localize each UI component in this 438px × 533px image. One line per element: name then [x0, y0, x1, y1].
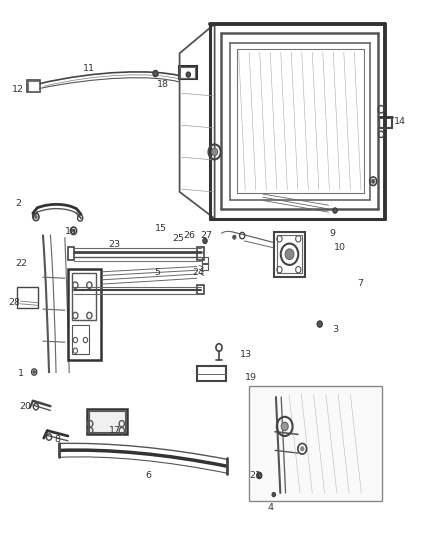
Bar: [27, 80, 40, 92]
Circle shape: [317, 321, 322, 327]
Text: 28: 28: [8, 298, 20, 307]
Bar: [68, 247, 74, 260]
Text: 22: 22: [15, 260, 27, 268]
Bar: [87, 409, 127, 434]
Text: 11: 11: [82, 64, 95, 72]
Bar: [202, 257, 208, 264]
Text: 15: 15: [155, 224, 167, 232]
Bar: [202, 263, 208, 270]
Text: 2: 2: [15, 199, 21, 208]
Circle shape: [281, 422, 288, 431]
Text: 8: 8: [55, 435, 61, 444]
Text: 16: 16: [65, 228, 77, 236]
Circle shape: [212, 148, 218, 156]
Text: 26: 26: [183, 231, 195, 240]
Circle shape: [285, 249, 294, 260]
Text: 21: 21: [249, 471, 261, 480]
Bar: [68, 269, 101, 360]
Text: 5: 5: [155, 269, 161, 277]
Bar: [197, 247, 204, 260]
Bar: [197, 366, 226, 381]
Bar: [249, 386, 382, 501]
Text: 4: 4: [268, 503, 274, 512]
Text: 14: 14: [393, 117, 406, 126]
Circle shape: [35, 215, 37, 219]
Bar: [274, 232, 305, 277]
Circle shape: [300, 447, 304, 451]
Circle shape: [371, 179, 375, 183]
Bar: [180, 67, 195, 78]
Text: 24: 24: [192, 269, 204, 277]
Circle shape: [257, 472, 262, 479]
Circle shape: [186, 72, 191, 77]
Text: 3: 3: [332, 325, 338, 334]
Text: 7: 7: [357, 279, 363, 288]
Circle shape: [72, 229, 75, 232]
Bar: [72, 325, 89, 354]
Text: 6: 6: [145, 471, 151, 480]
Text: 9: 9: [329, 229, 335, 238]
Text: 20: 20: [19, 402, 32, 410]
Bar: [89, 411, 125, 432]
Bar: [28, 81, 39, 91]
Text: 17: 17: [109, 426, 121, 435]
Text: 19: 19: [244, 373, 257, 382]
Bar: [197, 285, 204, 294]
Text: 25: 25: [173, 235, 185, 243]
Text: 18: 18: [157, 80, 169, 88]
Circle shape: [153, 70, 158, 77]
Text: 13: 13: [240, 350, 252, 359]
Circle shape: [233, 235, 236, 239]
Bar: [179, 66, 197, 79]
Bar: [72, 273, 96, 320]
Circle shape: [33, 370, 35, 374]
Circle shape: [272, 492, 276, 497]
Text: 23: 23: [109, 240, 121, 248]
Text: 1: 1: [18, 369, 24, 377]
Circle shape: [333, 208, 337, 213]
Text: 12: 12: [12, 85, 25, 94]
Text: 10: 10: [333, 244, 346, 252]
Bar: [17, 287, 38, 308]
Text: 27: 27: [201, 231, 213, 240]
Circle shape: [203, 238, 207, 244]
Bar: [277, 235, 302, 273]
